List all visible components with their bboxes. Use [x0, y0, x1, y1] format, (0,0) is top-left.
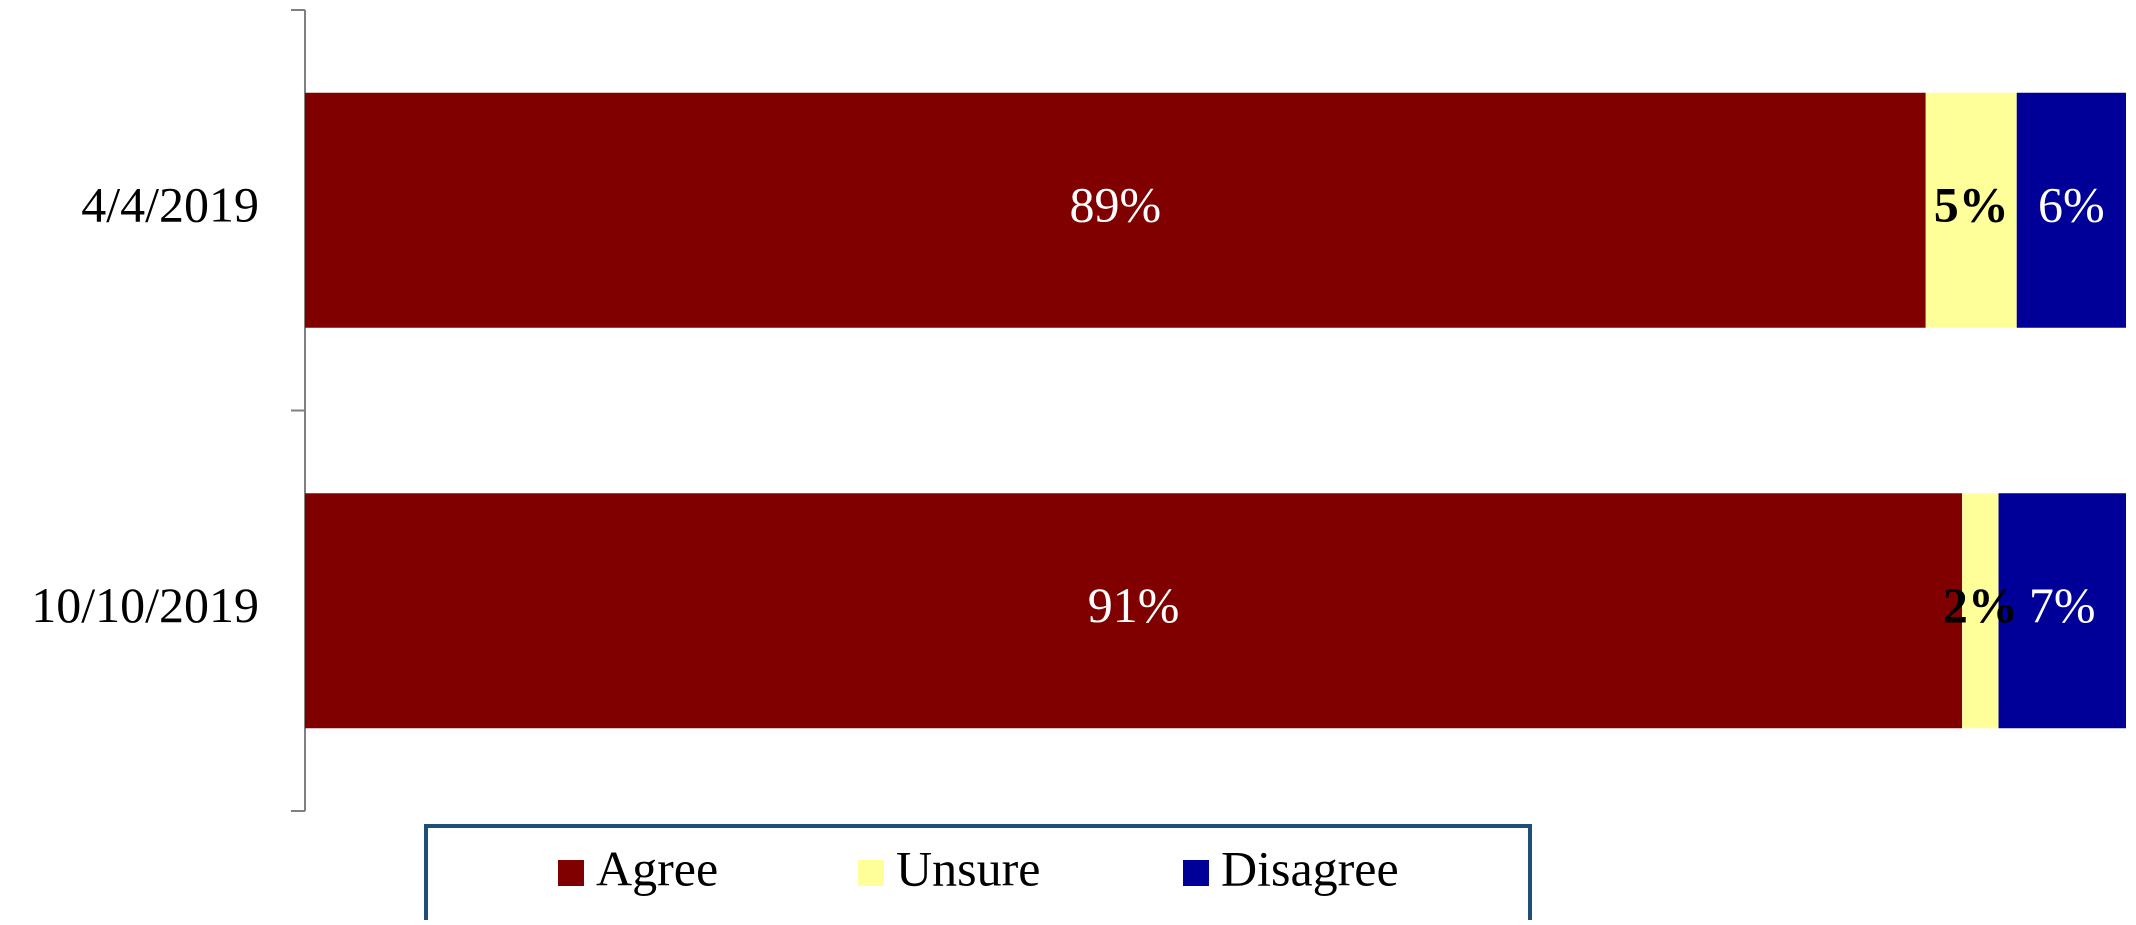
bar-segment-agree [305, 493, 1963, 729]
legend-label-disagree: Disagree [1221, 840, 1399, 896]
bar-segment-disagree [2016, 92, 2126, 328]
legend-label-agree: Agree [596, 840, 718, 896]
data-label-unsure: 2% [1943, 577, 2018, 633]
data-label-agree: 91% [1088, 577, 1180, 633]
legend: Agree Unsure Disagree [424, 824, 1532, 925]
category-label: 10/10/2019 [31, 577, 259, 633]
data-label-agree: 89% [1070, 177, 1162, 233]
legend-swatch-unsure [858, 860, 884, 886]
data-label-unsure: 5% [1934, 177, 2009, 233]
legend-box [424, 824, 1532, 925]
data-label-disagree: 7% [2029, 577, 2096, 633]
legend-swatch-agree [558, 860, 584, 886]
bar-segment-unsure [1962, 493, 1999, 729]
bar-segment-unsure [1925, 92, 2017, 328]
bar-segment-disagree [1998, 493, 2126, 729]
bar-segment-agree [305, 92, 1926, 328]
labels-layer: 89% 5% 6% 91% 2% 7% [1070, 177, 2105, 634]
category-label: 4/4/2019 [81, 177, 259, 233]
legend-label-unsure: Unsure [896, 840, 1040, 896]
data-label-disagree: 6% [2038, 177, 2105, 233]
legend-swatch-disagree [1183, 860, 1209, 886]
bars-layer [305, 92, 2126, 729]
axis-layer: 4/4/2019 10/10/2019 [31, 9, 306, 812]
